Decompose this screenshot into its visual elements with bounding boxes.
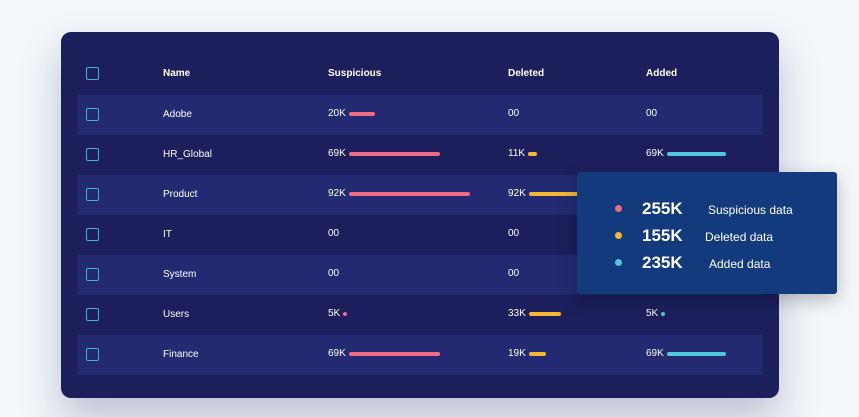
suspicious-bar [343,312,348,317]
row-checkbox[interactable] [86,268,99,281]
suspicious-value: 92K [328,188,346,200]
deleted-cell: 11K [508,135,538,175]
suspicious-value: 69K [328,348,346,360]
added-value: 5K [646,308,659,320]
row-checkbox[interactable] [86,148,99,161]
row-name: IT [163,229,172,240]
table-row[interactable]: HR_Global 69K 11K 69K [78,135,762,175]
suspicious-value: 69K [328,148,346,160]
added-cell: 00 [646,95,657,135]
row-name: Adobe [163,109,192,120]
table-row[interactable]: IT 00 00 [78,215,762,255]
deleted-bar [528,152,538,157]
summary-label: Deleted data [705,230,774,244]
row-name: Finance [163,349,199,360]
header-suspicious[interactable]: Suspicious [328,68,382,79]
row-name: System [163,269,197,280]
suspicious-value: 00 [328,268,340,280]
deleted-value: 00 [508,268,520,280]
added-bar [666,352,726,357]
deleted-bar [528,352,546,357]
summary-value: 235K [642,253,683,272]
suspicious-value: 00 [328,228,340,240]
row-name: HR_Global [163,149,212,160]
deleted-cell: 19K [508,335,546,375]
suspicious-value: 5K [328,308,341,320]
suspicious-cell: 20K [328,95,375,135]
suspicious-cell: 69K [328,135,440,175]
row-checkbox[interactable] [86,308,99,321]
table-row[interactable]: Finance 69K 19K 69K [78,335,762,375]
select-all-checkbox[interactable] [86,67,99,80]
summary-label: Added data [709,257,771,271]
deleted-cell: 00 [508,255,519,295]
summary-item-suspicious: 255K Suspicious data [577,195,837,221]
added-bar [666,152,726,157]
added-value: 69K [646,348,664,360]
suspicious-value: 20K [328,108,346,120]
suspicious-cell: 92K [328,175,470,215]
table-row[interactable]: Adobe 20K 00 00 [78,95,762,135]
summary-item-deleted: 155K Deleted data [577,222,837,248]
suspicious-cell: 5K [328,295,348,335]
suspicious-cell: 00 [328,215,339,255]
header-deleted[interactable]: Deleted [508,68,545,79]
row-name: Users [163,309,190,320]
row-checkbox[interactable] [86,228,99,241]
deleted-value: 33K [508,308,526,320]
row-checkbox[interactable] [86,188,99,201]
added-legend-dot [615,259,622,266]
table-row[interactable]: Users 5K 33K 5K [78,295,762,335]
header-name[interactable]: Name [163,68,191,79]
added-cell: 69K [646,135,726,175]
deleted-cell: 33K [508,295,561,335]
deleted-cell: 00 [508,95,519,135]
added-cell: 5K [646,295,666,335]
deleted-value: 11K [508,148,526,160]
deleted-value: 00 [508,108,520,120]
deleted-value: 00 [508,228,520,240]
suspicious-bar [348,352,440,357]
deleted-cell: 00 [508,215,519,255]
row-checkbox[interactable] [86,108,99,121]
table-header: Name Suspicious Deleted Added [78,54,762,94]
added-bar [661,312,666,317]
row-checkbox[interactable] [86,348,99,361]
summary-popup: 255K Suspicious data 155K Deleted data 2… [577,172,837,294]
added-value: 69K [646,148,664,160]
added-value: 00 [646,108,658,120]
added-cell: 69K [646,335,726,375]
suspicious-cell: 69K [328,335,440,375]
suspicious-legend-dot [615,205,622,212]
deleted-bar [528,312,561,317]
summary-item-added: 235K Added data [577,249,837,275]
header-added[interactable]: Added [646,68,678,79]
deleted-value: 19K [508,348,526,360]
deleted-value: 92K [508,188,526,200]
suspicious-bar [348,192,470,197]
summary-label: Suspicious data [708,203,793,217]
summary-value: 255K [642,199,683,218]
row-name: Product [163,189,198,200]
deleted-legend-dot [615,232,622,239]
deleted-bar [528,192,579,197]
summary-value: 155K [642,226,683,245]
suspicious-cell: 00 [328,255,339,295]
deleted-cell: 92K [508,175,579,215]
suspicious-bar [348,112,375,117]
suspicious-bar [348,152,440,157]
